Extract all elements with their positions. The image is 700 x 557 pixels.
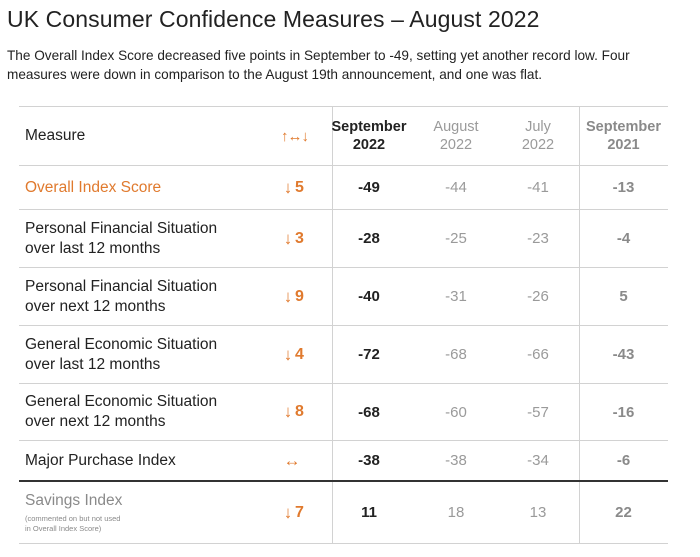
value-sep-2021: 22	[615, 504, 632, 521]
change-value: 7	[295, 503, 304, 521]
change-value: 3	[295, 229, 304, 247]
down-arrow-icon: ↓	[283, 177, 293, 197]
row-change: ↔	[251, 441, 323, 480]
row-measure-label: Major Purchase Index	[25, 451, 176, 469]
confidence-table: Measure ↑↔↓ September 2022 August 2022 J…	[19, 106, 668, 544]
header-jul-2022-month: July	[525, 119, 551, 135]
value-sep-2022: -38	[358, 452, 380, 469]
change-value: 9	[295, 287, 304, 305]
value-sep-2021: -13	[612, 179, 635, 196]
measure-line-1: Personal Financial Situation	[25, 219, 218, 237]
table-row: Personal Financial Situation over next 12…	[19, 268, 668, 326]
row-change: ↓ 7	[251, 482, 323, 543]
table-row: Personal Financial Situation over last 12…	[19, 210, 668, 268]
measure-line-1: General Economic Situation	[25, 335, 218, 353]
value-sep-2022: -40	[358, 288, 380, 305]
down-arrow-icon: ↓	[283, 286, 293, 306]
header-jul-2022-year: 2022	[521, 137, 555, 153]
header-sep-2022-month: September	[331, 119, 407, 135]
row-measure-label: General Economic Situation over last 12 m…	[19, 326, 251, 383]
value-aug-2022: -31	[445, 288, 467, 305]
value-sep-2022: 11	[361, 504, 377, 521]
header-jul-2022: July 2022	[497, 107, 579, 165]
value-jul-2022: -57	[527, 403, 549, 421]
row-change: ↓ 8	[251, 384, 323, 440]
page-title: UK Consumer Confidence Measures – August…	[7, 6, 540, 32]
value-sep-2022: -68	[358, 403, 380, 421]
value-aug-2022: -38	[445, 452, 467, 469]
table-row: General Economic Situation over last 12 m…	[19, 326, 668, 384]
value-aug-2022: 18	[447, 504, 465, 521]
measure-line-1: Personal Financial Situation	[25, 277, 218, 295]
table-row: Major Purchase Index ↔ -38 -38 -34 -6	[19, 441, 668, 482]
header-aug-2022-month: August	[433, 119, 479, 135]
value-aug-2022: -60	[445, 403, 467, 421]
header-sep-2021-month: September	[586, 119, 661, 135]
header-sep-2022: September 2022	[323, 107, 415, 165]
measure-line-1: Savings Index	[25, 492, 123, 509]
header-sep-2022-year: 2022	[352, 137, 386, 153]
table-row: Savings Index (commented on but not used…	[19, 482, 668, 544]
header-measure: Measure	[25, 127, 86, 144]
arrows-icon: ↑↔↓	[281, 127, 309, 145]
value-sep-2021: -16	[612, 403, 635, 421]
value-aug-2022: -25	[445, 230, 467, 247]
down-arrow-icon: ↓	[283, 502, 293, 522]
value-sep-2021: 5	[619, 288, 628, 305]
header-aug-2022-year: 2022	[439, 137, 473, 153]
change-direction-icon: ↑↔↓	[251, 107, 323, 165]
row-measure-label: Personal Financial Situation over next 12…	[19, 268, 251, 325]
left-right-arrow-icon: ↔	[283, 450, 301, 470]
down-arrow-icon: ↓	[283, 344, 293, 364]
row-change: ↓ 9	[251, 268, 323, 325]
value-aug-2022: -44	[445, 179, 467, 196]
value-sep-2021: -6	[616, 452, 631, 469]
value-sep-2021: -43	[612, 346, 635, 363]
change-value: 8	[295, 403, 304, 420]
measure-line-2: over last 12 months	[25, 355, 161, 373]
value-sep-2022: -28	[358, 230, 380, 247]
measure-line-1: General Economic Situation	[25, 393, 218, 410]
row-change: ↓ 3	[251, 210, 323, 267]
measure-line-2: over next 12 months	[25, 297, 166, 315]
value-jul-2022: 13	[529, 504, 547, 521]
row-measure-label: Savings Index (commented on but not used…	[19, 482, 251, 543]
note-line-1: (commented on but not used	[25, 514, 121, 523]
table-row: Overall Index Score ↓ 5 -49 -44 -41 -13	[19, 166, 668, 210]
measure-line-2: over last 12 months	[25, 239, 161, 257]
value-sep-2022: -72	[358, 346, 380, 363]
header-aug-2022: August 2022	[415, 107, 497, 165]
note-line-2: in Overall Index Score)	[25, 524, 102, 533]
value-aug-2022: -68	[445, 346, 467, 363]
value-jul-2022: -66	[527, 346, 549, 363]
down-arrow-icon: ↓	[283, 402, 293, 421]
down-arrow-icon: ↓	[283, 228, 293, 248]
row-measure-label: Overall Index Score	[25, 178, 162, 196]
page-subtitle: The Overall Index Score decreased five p…	[7, 48, 630, 82]
header-sep-2021: September 2021	[579, 107, 668, 165]
change-value: 5	[295, 178, 304, 196]
row-measure-label: General Economic Situation over next 12 m…	[19, 384, 251, 440]
value-jul-2022: -41	[527, 179, 549, 196]
table-header-row: Measure ↑↔↓ September 2022 August 2022 J…	[19, 106, 668, 166]
value-jul-2022: -34	[527, 452, 549, 469]
header-sep-2021-year: 2021	[607, 137, 640, 153]
table-row: General Economic Situation over next 12 m…	[19, 384, 668, 441]
value-jul-2022: -23	[527, 230, 549, 247]
value-jul-2022: -26	[527, 288, 549, 305]
row-change: ↓ 5	[251, 166, 323, 209]
value-sep-2021: -4	[616, 230, 631, 247]
change-value: 4	[295, 345, 304, 363]
row-measure-label: Personal Financial Situation over last 12…	[19, 210, 251, 267]
value-sep-2022: -49	[358, 179, 380, 196]
row-change: ↓ 4	[251, 326, 323, 383]
savings-note: (commented on but not used in Overall Ind…	[25, 514, 122, 534]
measure-line-2: over next 12 months	[25, 413, 166, 430]
